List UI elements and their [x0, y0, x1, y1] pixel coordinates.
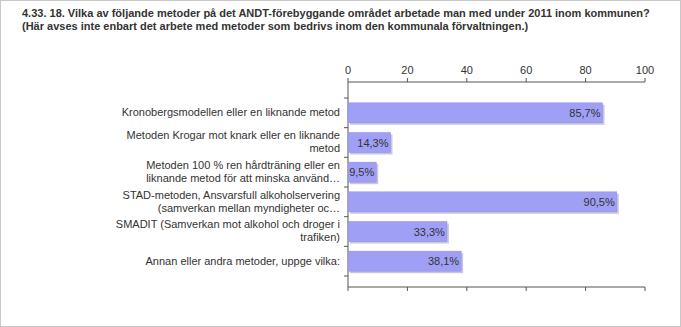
- category-tick: [344, 127, 348, 128]
- category-tick: [344, 276, 348, 277]
- tick-label: 40: [461, 64, 473, 76]
- category-label: Kronobergsmodellen eller en liknande met…: [104, 98, 340, 128]
- category-tick: [344, 187, 348, 188]
- bar: [348, 192, 617, 212]
- tick-label: 20: [401, 64, 413, 76]
- axis-top: [348, 82, 645, 83]
- data-label: 38,1%: [428, 255, 459, 267]
- category-label: STAD-metoden, Ansvarsfull alkoholserveri…: [104, 187, 340, 217]
- frame: [0, 0, 681, 327]
- category-label: Metoden 100 % ren hårdträning eller en l…: [104, 157, 340, 187]
- category-tick: [344, 246, 348, 247]
- category-tick: [344, 157, 348, 158]
- bar: [348, 133, 390, 153]
- category-label: SMADIT (Samverkan mot alkohol och droger…: [104, 217, 340, 247]
- category-label: Annan eller andra metoder, uppge vilka:: [104, 246, 340, 276]
- tick-bottom: [645, 287, 646, 291]
- title: 4.33. 18. Vilka av följande metoder på d…: [22, 7, 662, 33]
- data-label: 33,3%: [414, 226, 445, 238]
- tick-label: 80: [579, 64, 591, 76]
- category-tick: [344, 216, 348, 217]
- tick-bottom: [526, 287, 527, 291]
- data-label: 85,7%: [569, 107, 600, 119]
- tick-bottom: [348, 287, 349, 291]
- tick-bottom: [466, 287, 467, 291]
- tick-bottom: [407, 287, 408, 291]
- chart: 0 20 40 60 80 100 85,7% 14,3% 9,5% 90,5% 33,3% 38,1…: [0, 0, 681, 327]
- tick-top: [645, 78, 646, 82]
- data-label: 14,3%: [357, 137, 388, 149]
- tick-top: [526, 78, 527, 82]
- tick-label: 100: [636, 64, 654, 76]
- bar: [348, 251, 461, 271]
- tick-label: 0: [345, 64, 351, 76]
- tick-label: 60: [520, 64, 532, 76]
- tick-bottom: [585, 287, 586, 291]
- tick-top: [348, 78, 349, 82]
- bar: [348, 103, 603, 123]
- tick-top: [585, 78, 586, 82]
- tick-top: [466, 78, 467, 82]
- bars: [348, 103, 619, 273]
- data-label: 9,5%: [349, 166, 374, 178]
- axis-bottom: [348, 287, 645, 288]
- bar: [348, 162, 376, 182]
- tick-top: [407, 78, 408, 82]
- data-label: 90,5%: [584, 196, 615, 208]
- bar: [348, 222, 447, 242]
- data-labels: 85,7% 14,3% 9,5% 90,5% 33,3% 38,1%: [349, 107, 615, 267]
- category-tick: [344, 98, 348, 99]
- category-label: Metoden Krogar mot knark eller en liknan…: [104, 128, 340, 158]
